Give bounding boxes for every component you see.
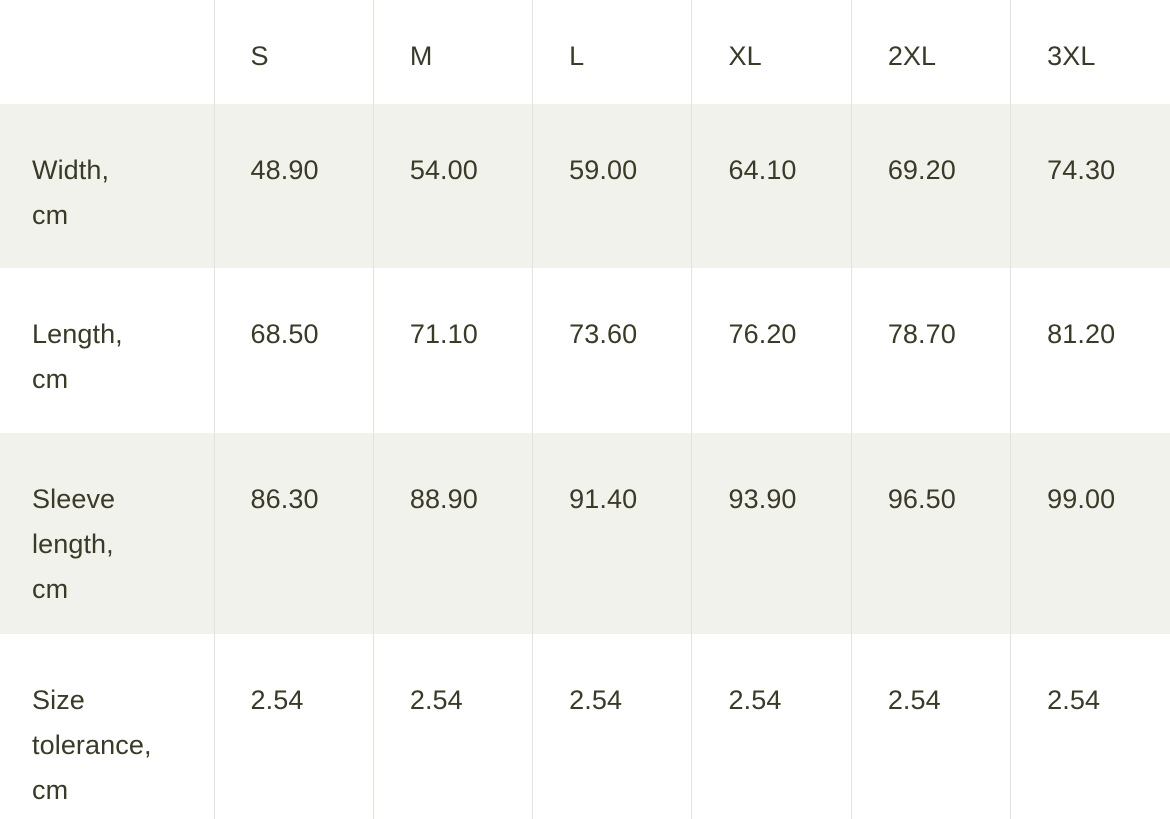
table-header: S M L XL 2XL 3XL <box>0 0 1170 104</box>
cell-tolerance-m: 2.54 <box>373 634 534 819</box>
cell-width-3xl-value: 74.30 <box>1047 155 1116 185</box>
row-label-sleeve-length: Sleeve length, cm <box>0 433 215 634</box>
cell-sleeve-2xl: 96.50 <box>851 433 1012 634</box>
table-row-sleeve-length: Sleeve length, cm 86.30 88.90 91.40 93.9… <box>0 433 1170 634</box>
column-header-l-label: L <box>569 41 585 71</box>
cell-sleeve-s-value: 86.30 <box>250 484 319 514</box>
cell-sleeve-l: 91.40 <box>532 433 693 634</box>
cell-tolerance-3xl: 2.54 <box>1011 634 1170 819</box>
cell-tolerance-s-value: 2.54 <box>250 685 304 715</box>
cell-width-xl: 64.10 <box>691 104 852 268</box>
header-row: S M L XL 2XL 3XL <box>0 0 1170 104</box>
cell-tolerance-2xl: 2.54 <box>851 634 1012 819</box>
table-corner-label <box>0 0 214 34</box>
cell-length-2xl-value: 78.70 <box>887 319 956 349</box>
cell-length-2xl: 78.70 <box>851 268 1012 433</box>
column-header-m-label: M <box>409 41 433 71</box>
row-label-width-text: Width, cm <box>32 155 110 230</box>
cell-length-m: 71.10 <box>373 268 534 433</box>
cell-tolerance-xl-value: 2.54 <box>728 685 782 715</box>
cell-tolerance-l: 2.54 <box>532 634 693 819</box>
column-header-l: L <box>532 0 693 104</box>
row-label-length-text: Length, cm <box>32 319 123 394</box>
table-row-size-tolerance: Size tolerance, cm 2.54 2.54 2.54 2.54 2… <box>0 634 1170 819</box>
cell-length-l: 73.60 <box>532 268 693 433</box>
cell-tolerance-3xl-value: 2.54 <box>1047 685 1101 715</box>
cell-length-xl: 76.20 <box>691 268 852 433</box>
cell-sleeve-s: 86.30 <box>214 433 374 634</box>
cell-width-2xl-value: 69.20 <box>887 155 956 185</box>
cell-length-l-value: 73.60 <box>569 319 638 349</box>
table-body: Width, cm 48.90 54.00 59.00 64.10 69.20 <box>0 104 1170 819</box>
column-header-xl: XL <box>691 0 852 104</box>
cell-sleeve-m-value: 88.90 <box>409 484 478 514</box>
cell-tolerance-m-value: 2.54 <box>409 685 463 715</box>
cell-sleeve-3xl: 99.00 <box>1011 433 1170 634</box>
cell-length-s-value: 68.50 <box>250 319 319 349</box>
cell-width-3xl: 74.30 <box>1011 104 1170 268</box>
cell-sleeve-xl: 93.90 <box>691 433 852 634</box>
cell-tolerance-s: 2.54 <box>214 634 374 819</box>
column-header-3xl-label: 3XL <box>1047 41 1096 71</box>
cell-width-s: 48.90 <box>214 104 374 268</box>
cell-length-3xl-value: 81.20 <box>1047 319 1116 349</box>
cell-width-2xl: 69.20 <box>851 104 1012 268</box>
row-label-length: Length, cm <box>0 268 215 433</box>
cell-sleeve-2xl-value: 96.50 <box>887 484 956 514</box>
cell-width-l: 59.00 <box>532 104 693 268</box>
cell-length-3xl: 81.20 <box>1011 268 1170 433</box>
cell-sleeve-m: 88.90 <box>373 433 534 634</box>
cell-width-xl-value: 64.10 <box>728 155 797 185</box>
column-header-2xl-label: 2XL <box>887 41 937 71</box>
column-header-s-label: S <box>250 41 269 71</box>
row-label-size-tolerance-text: Size tolerance, cm <box>32 685 152 805</box>
column-header-3xl: 3XL <box>1011 0 1170 104</box>
column-header-xl-label: XL <box>728 41 762 71</box>
column-header-m: M <box>373 0 534 104</box>
cell-tolerance-2xl-value: 2.54 <box>887 685 941 715</box>
cell-sleeve-l-value: 91.40 <box>569 484 638 514</box>
row-label-width: Width, cm <box>0 104 215 268</box>
column-header-s: S <box>214 0 374 104</box>
cell-sleeve-3xl-value: 99.00 <box>1047 484 1116 514</box>
table-row-width: Width, cm 48.90 54.00 59.00 64.10 69.20 <box>0 104 1170 268</box>
cell-sleeve-xl-value: 93.90 <box>728 484 797 514</box>
cell-length-xl-value: 76.20 <box>728 319 797 349</box>
table-row-length: Length, cm 68.50 71.10 73.60 76.20 78.70 <box>0 268 1170 433</box>
cell-tolerance-xl: 2.54 <box>691 634 852 819</box>
cell-width-m-value: 54.00 <box>409 155 478 185</box>
cell-width-m: 54.00 <box>373 104 534 268</box>
cell-width-s-value: 48.90 <box>250 155 319 185</box>
row-label-size-tolerance: Size tolerance, cm <box>0 634 215 819</box>
table-corner-cell <box>0 0 215 104</box>
cell-length-m-value: 71.10 <box>409 319 478 349</box>
column-header-2xl: 2XL <box>851 0 1012 104</box>
cell-length-s: 68.50 <box>214 268 374 433</box>
row-label-sleeve-length-text: Sleeve length, cm <box>32 484 116 604</box>
cell-tolerance-l-value: 2.54 <box>569 685 623 715</box>
cell-width-l-value: 59.00 <box>569 155 638 185</box>
